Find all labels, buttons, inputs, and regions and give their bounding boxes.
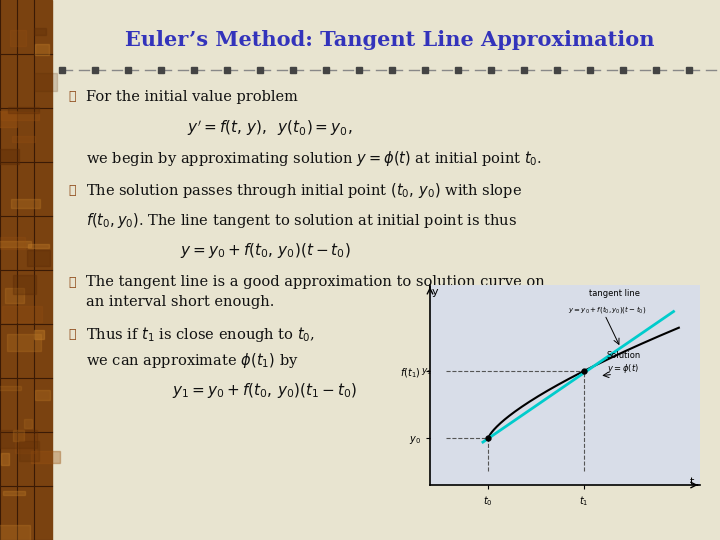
Text: Solution: Solution bbox=[607, 350, 641, 360]
Bar bbox=[125, 67, 131, 73]
Bar bbox=[0, 241, 31, 247]
Bar bbox=[9, 30, 26, 46]
Bar bbox=[2, 306, 42, 322]
Bar bbox=[35, 390, 50, 400]
Bar bbox=[257, 67, 263, 73]
Bar bbox=[27, 249, 50, 266]
Text: The solution passes through initial point $(t_0,\, y_0)$ with slope: The solution passes through initial poin… bbox=[86, 180, 522, 199]
Bar bbox=[224, 67, 230, 73]
Bar bbox=[1, 112, 40, 120]
Text: tangent line: tangent line bbox=[589, 289, 640, 298]
Bar bbox=[0, 0, 52, 540]
Bar bbox=[191, 67, 197, 73]
Bar bbox=[34, 73, 57, 91]
Bar bbox=[0, 111, 17, 127]
Text: Thus if $t_1$ is close enough to $t_0$,: Thus if $t_1$ is close enough to $t_0$, bbox=[86, 326, 315, 345]
Bar bbox=[587, 67, 593, 73]
Text: ✱: ✱ bbox=[68, 184, 76, 197]
Bar bbox=[59, 67, 65, 73]
Text: The tangent line is a good approximation to solution curve on: The tangent line is a good approximation… bbox=[86, 275, 545, 289]
Text: $y_1 = y_0 + f(t_0,\, y_0)(t_1 - t_0)$: $y_1 = y_0 + f(t_0,\, y_0)(t_1 - t_0)$ bbox=[173, 381, 358, 400]
Text: $y_1$: $y_1$ bbox=[421, 366, 432, 377]
Text: we begin by approximating solution $y = \phi(t)$ at initial point $t_0$.: we begin by approximating solution $y = … bbox=[86, 148, 542, 167]
Bar bbox=[5, 288, 24, 303]
Bar bbox=[9, 106, 40, 113]
Bar bbox=[15, 434, 36, 453]
Bar bbox=[4, 491, 25, 495]
Text: $y' = f(t,\, y), \;\; y(t_0) = y_0,$: $y' = f(t,\, y), \;\; y(t_0) = y_0,$ bbox=[187, 118, 353, 138]
Bar bbox=[0, 150, 19, 165]
Bar bbox=[158, 67, 164, 73]
Text: ✱: ✱ bbox=[68, 328, 76, 341]
Bar bbox=[11, 199, 40, 207]
Bar bbox=[32, 450, 60, 463]
Bar bbox=[0, 237, 24, 248]
Bar bbox=[290, 67, 296, 73]
Bar bbox=[686, 67, 692, 73]
Bar bbox=[34, 330, 44, 339]
Bar bbox=[0, 430, 37, 448]
Bar bbox=[19, 441, 39, 461]
Bar bbox=[323, 67, 329, 73]
Bar bbox=[12, 136, 35, 143]
Bar bbox=[13, 430, 24, 441]
Text: y: y bbox=[432, 287, 438, 298]
Text: $f(t_0,y_0)$. The line tangent to solution at initial point is thus: $f(t_0,y_0)$. The line tangent to soluti… bbox=[86, 211, 517, 229]
Text: t: t bbox=[689, 477, 693, 487]
Bar bbox=[0, 386, 21, 390]
Bar bbox=[422, 67, 428, 73]
Bar bbox=[24, 420, 32, 428]
Bar bbox=[389, 67, 395, 73]
Bar bbox=[1, 453, 9, 465]
Bar bbox=[92, 67, 98, 73]
Text: Euler’s Method: Tangent Line Approximation: Euler’s Method: Tangent Line Approximati… bbox=[125, 30, 654, 50]
Text: ✱: ✱ bbox=[68, 91, 76, 104]
Text: $y=\phi(t)$: $y=\phi(t)$ bbox=[607, 362, 639, 375]
Text: $y=y_0+f(t_0,y_0)(t-t_0)$: $y=y_0+f(t_0,y_0)(t-t_0)$ bbox=[567, 303, 646, 314]
Bar bbox=[6, 334, 41, 350]
Text: $y = y_0 + f(t_0,\, y_0)(t - t_0)$: $y = y_0 + f(t_0,\, y_0)(t - t_0)$ bbox=[180, 240, 351, 260]
Bar bbox=[28, 244, 50, 248]
Text: For the initial value problem: For the initial value problem bbox=[86, 90, 298, 104]
Text: we can approximate $\phi(t_1)$ by: we can approximate $\phi(t_1)$ by bbox=[86, 350, 299, 369]
Bar bbox=[0, 525, 30, 540]
Bar bbox=[356, 67, 362, 73]
Bar bbox=[455, 67, 461, 73]
Bar bbox=[521, 67, 527, 73]
Bar bbox=[620, 67, 626, 73]
Bar bbox=[554, 67, 560, 73]
Bar bbox=[488, 67, 494, 73]
Bar bbox=[13, 275, 37, 294]
Text: ✱: ✱ bbox=[68, 275, 76, 288]
Bar bbox=[653, 67, 659, 73]
Text: an interval short enough.: an interval short enough. bbox=[86, 295, 274, 309]
Bar bbox=[35, 44, 50, 55]
Bar bbox=[34, 28, 46, 35]
